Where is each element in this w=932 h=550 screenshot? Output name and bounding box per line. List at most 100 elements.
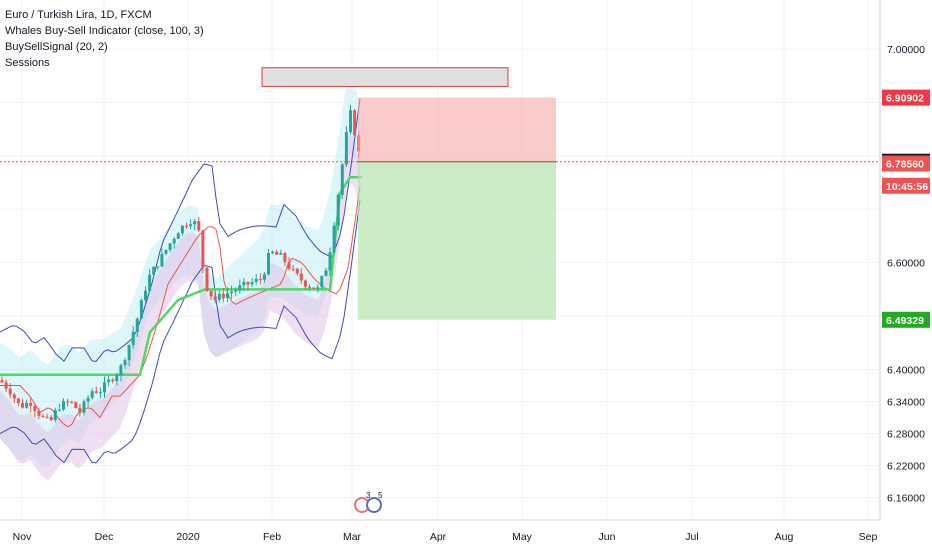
upper-band-line xyxy=(0,98,361,363)
candle-body xyxy=(62,401,65,410)
candle-body xyxy=(168,243,172,250)
candle-body xyxy=(12,394,16,399)
candle-body xyxy=(205,267,209,291)
candle-body xyxy=(164,249,168,254)
candle-body xyxy=(21,403,24,408)
moving-average-line xyxy=(0,186,361,428)
time-tick-label: May xyxy=(512,531,533,543)
candle-body xyxy=(115,375,119,382)
price-tag-label: 6.78560 xyxy=(886,159,924,171)
candle-body xyxy=(111,379,115,382)
candle-body xyxy=(242,281,246,286)
candle-body xyxy=(349,110,352,133)
price-tag-box xyxy=(882,155,930,172)
candle-body xyxy=(209,290,213,297)
candle-body xyxy=(160,253,164,267)
price-tick-label: 6.28000 xyxy=(887,429,925,441)
candle-body xyxy=(86,397,90,402)
candle-body xyxy=(283,253,287,263)
candle-body xyxy=(53,410,57,421)
candle-body xyxy=(217,293,221,300)
time-tick-label: Jul xyxy=(685,531,698,543)
time-tick-label: Nov xyxy=(13,531,32,543)
price-tick-label: 6.34000 xyxy=(887,397,925,409)
candle-body xyxy=(308,286,311,288)
price-tag-label: 6.49329 xyxy=(886,315,924,327)
candle-body xyxy=(340,164,344,195)
candle-body xyxy=(119,365,123,376)
candle-body xyxy=(33,406,37,411)
candle-body xyxy=(267,253,270,275)
candle-body xyxy=(78,408,82,413)
price-tick-label: 7.00000 xyxy=(887,44,925,56)
event-marker-count: 3 xyxy=(366,491,371,500)
candle-body xyxy=(144,290,147,301)
candle-body xyxy=(94,391,98,393)
chart-legend: Euro / Turkish Lira, 1D, FXCM Whales Buy… xyxy=(5,7,204,71)
candle-body xyxy=(287,262,291,269)
candle-body xyxy=(156,266,160,268)
candle-body xyxy=(201,230,205,268)
candle-body xyxy=(82,401,86,413)
time-tick-label: Apr xyxy=(430,531,447,543)
indicator-lines xyxy=(0,98,362,464)
event-marker-icon xyxy=(366,497,382,513)
price-tick-label: 6.60000 xyxy=(887,258,925,270)
time-tick-label: Feb xyxy=(263,531,281,543)
legend-indicator-buysell[interactable]: BuySellSignal (20, 2) xyxy=(5,41,108,53)
lower-band-line xyxy=(0,199,361,464)
candle-body xyxy=(25,402,29,408)
candle-body xyxy=(234,290,238,292)
candle-body xyxy=(279,253,283,255)
candle-body xyxy=(66,401,70,403)
candle-body xyxy=(254,278,258,283)
candle-body xyxy=(103,382,106,393)
candle-body xyxy=(123,360,127,366)
candle-body xyxy=(197,221,201,231)
candle-body xyxy=(299,273,303,281)
candle-body xyxy=(303,280,307,287)
highlight-box xyxy=(261,67,509,87)
candle-body xyxy=(139,300,143,319)
price-tag-box xyxy=(882,89,930,106)
candle-body xyxy=(193,221,197,225)
time-tick-label: Aug xyxy=(775,531,794,543)
price-tag-label: 6.90902 xyxy=(886,93,924,105)
candle-body xyxy=(45,416,49,418)
candle-body xyxy=(41,415,45,417)
candle-body xyxy=(250,282,254,285)
candle-body xyxy=(230,291,234,294)
candle-body xyxy=(29,402,33,407)
price-axis: 7.00000 6.60000 6.40000 6.34000 6.28000 6.220… xyxy=(879,0,930,520)
price-tick-label: 6.22000 xyxy=(887,461,925,473)
candle-body xyxy=(316,287,320,289)
time-tick-label: Jun xyxy=(599,531,616,543)
candle-body xyxy=(262,274,266,280)
price-tag-label: 10:45:56 xyxy=(886,181,928,193)
long-position-tool[interactable] xyxy=(0,67,880,320)
candle-body xyxy=(275,251,279,255)
candle-body xyxy=(8,388,12,395)
candle-body xyxy=(258,278,262,280)
legend-symbol[interactable]: Euro / Turkish Lira, 1D, FXCM xyxy=(5,9,152,21)
candle-body xyxy=(90,391,94,398)
candle-body xyxy=(332,225,336,253)
stop-zone xyxy=(358,161,556,320)
candle-body xyxy=(135,318,139,332)
legend-indicator-sessions[interactable]: Sessions xyxy=(5,57,50,69)
candle-body xyxy=(172,238,176,244)
candle-body xyxy=(148,274,152,291)
candle-body xyxy=(57,409,61,411)
legend-indicator-whales[interactable]: Whales Buy-Sell Indicator (close, 100, 3… xyxy=(5,25,204,37)
candle-body xyxy=(70,401,74,403)
candle-body xyxy=(98,392,102,394)
candle-body xyxy=(295,268,299,274)
candle-body xyxy=(4,382,8,389)
candle-body xyxy=(271,251,275,254)
candle-body xyxy=(324,270,328,277)
candle-body xyxy=(328,252,332,271)
event-marker-count: 5 xyxy=(378,491,383,500)
candle-body xyxy=(238,285,242,291)
